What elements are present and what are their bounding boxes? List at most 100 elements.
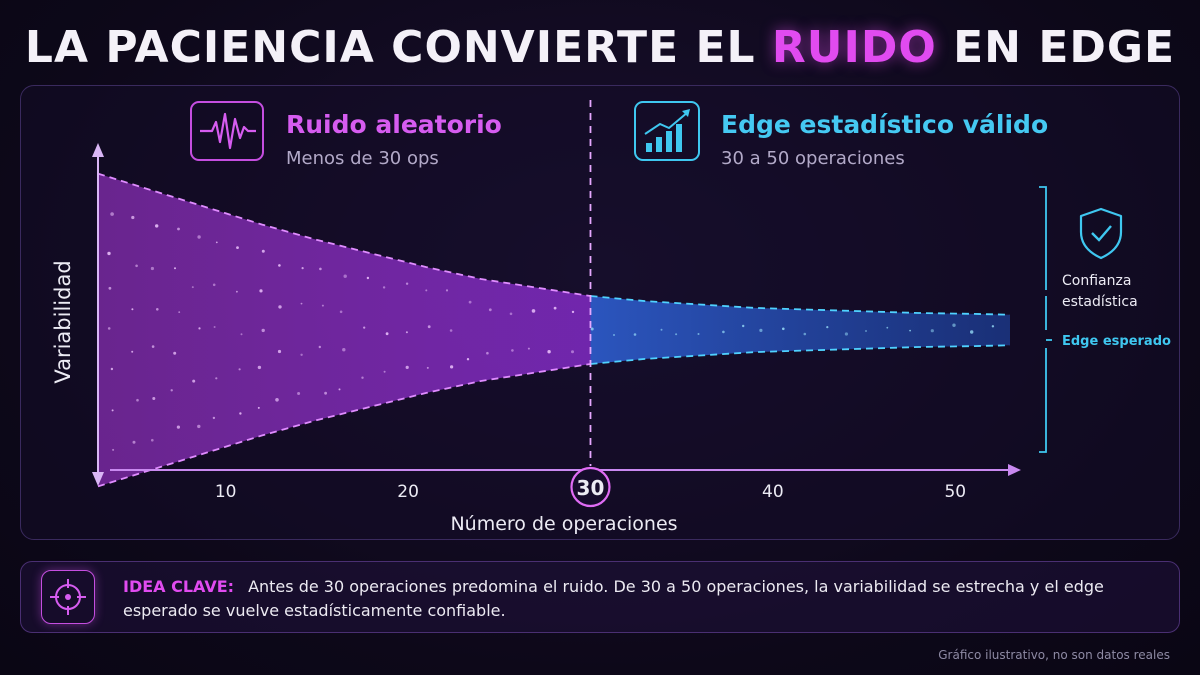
band-dot [486,351,489,355]
band-dot [236,246,239,250]
confidence-bracket [1039,186,1052,453]
band-dot [174,267,176,270]
band-dot [297,392,301,395]
page-title: LA PACIENCIA CONVIERTE EL RUIDO EN EDGE [0,22,1200,73]
band-dot [511,349,514,352]
band-dot [826,326,829,329]
band-dot [240,333,243,336]
band-dot [215,377,218,380]
highlight-tick-marker [570,466,611,508]
band-dot [107,251,111,256]
band-dot [425,289,428,292]
target-icon [41,570,95,624]
confidence-label-line1: Confianza [1062,273,1131,289]
band-dot [383,370,386,373]
expected-edge-label: Edge esperado [1062,334,1171,349]
band-dot [257,406,260,409]
band-dot [571,350,574,354]
band-dot [426,366,429,369]
band-dot [111,409,114,412]
band-dot [613,334,615,336]
band-dot [319,267,322,271]
band-dot [278,305,282,309]
band-dot [152,397,156,400]
band-dot [131,215,135,220]
band-dot [135,264,138,268]
title-highlight: RUIDO [771,22,937,73]
band-dot [991,325,995,328]
band-dot [176,425,180,429]
band-dot [803,332,807,336]
band-dot [321,304,324,307]
band-dot [177,227,180,231]
band-dot [343,274,347,278]
band-dot [697,333,700,335]
band-dot [952,323,956,327]
band-dot [170,389,173,392]
x-axis-label: Número de operaciones [450,513,677,535]
band-dot [151,438,154,442]
key-idea-callout: IDEA CLAVE: Antes de 30 operaciones predo… [20,561,1180,633]
band-dot [131,308,134,311]
band-dot [197,424,201,429]
x-tick-label: 30 [577,476,605,500]
band-dot [275,398,279,402]
title-text-pre: LA PACIENCIA CONVIERTE EL [24,22,756,73]
band-dot [236,290,238,293]
chart: Ruido aleatorio Menos de 30 ops Edge est… [51,100,1171,535]
band-dot [173,351,177,355]
band-dot [277,349,282,354]
x-tick-label: 40 [762,482,784,502]
x-tick-label: 10 [215,482,237,502]
band-dot [531,309,536,313]
band-dot [191,286,194,289]
band-dot [405,282,409,285]
band-dot [886,326,889,329]
noise-lower-bound [97,363,591,488]
band-dot [405,365,409,369]
band-dot [366,276,370,280]
band-dot [338,388,341,391]
band-dot [178,311,181,313]
band-dot [633,333,637,336]
band-dot [238,368,241,371]
band-dot [385,332,389,336]
band-dot [405,331,408,334]
rising-bars-icon [634,101,700,161]
band-dot [215,241,218,244]
band-dot [466,358,470,361]
band-dot [212,283,216,287]
band-dot [342,348,346,352]
x-tick-label: 20 [397,482,419,502]
band-dot [300,302,303,305]
band-dot [527,347,530,350]
band-dot [197,235,201,239]
confidence-label-line2: estadística [1062,294,1138,310]
footnote: Gráfico ilustrativo, no son datos reales [938,648,1170,662]
band-dot [339,310,343,314]
band-dot [150,266,154,271]
band-dot [278,264,281,267]
edge-zone-subtitle: 30 a 50 operaciones [721,148,905,169]
band-dot [301,267,304,270]
band-dot [445,289,449,292]
callout-text: IDEA CLAVE: Antes de 30 operaciones predo… [123,575,1163,623]
band-dot [450,365,454,369]
band-dot [132,440,136,444]
band-dot [427,325,431,329]
band-dot [300,353,303,356]
band-dot [324,391,327,395]
band-dot [156,308,159,311]
band-dot [547,350,551,354]
band-dot [261,249,265,253]
band-dot [553,306,557,310]
y-axis-arrow-top [92,143,104,157]
band-dot [112,448,115,451]
x-tick-labels: 10 20 30 40 50 [215,466,966,508]
noise-zone-subtitle: Menos de 30 ops [286,148,439,169]
y-axis-label: Variabilidad [51,260,75,383]
waveform-icon [190,101,264,161]
band-dot [110,212,114,216]
band-dot [213,326,216,328]
shield-check-icon [1079,207,1123,260]
